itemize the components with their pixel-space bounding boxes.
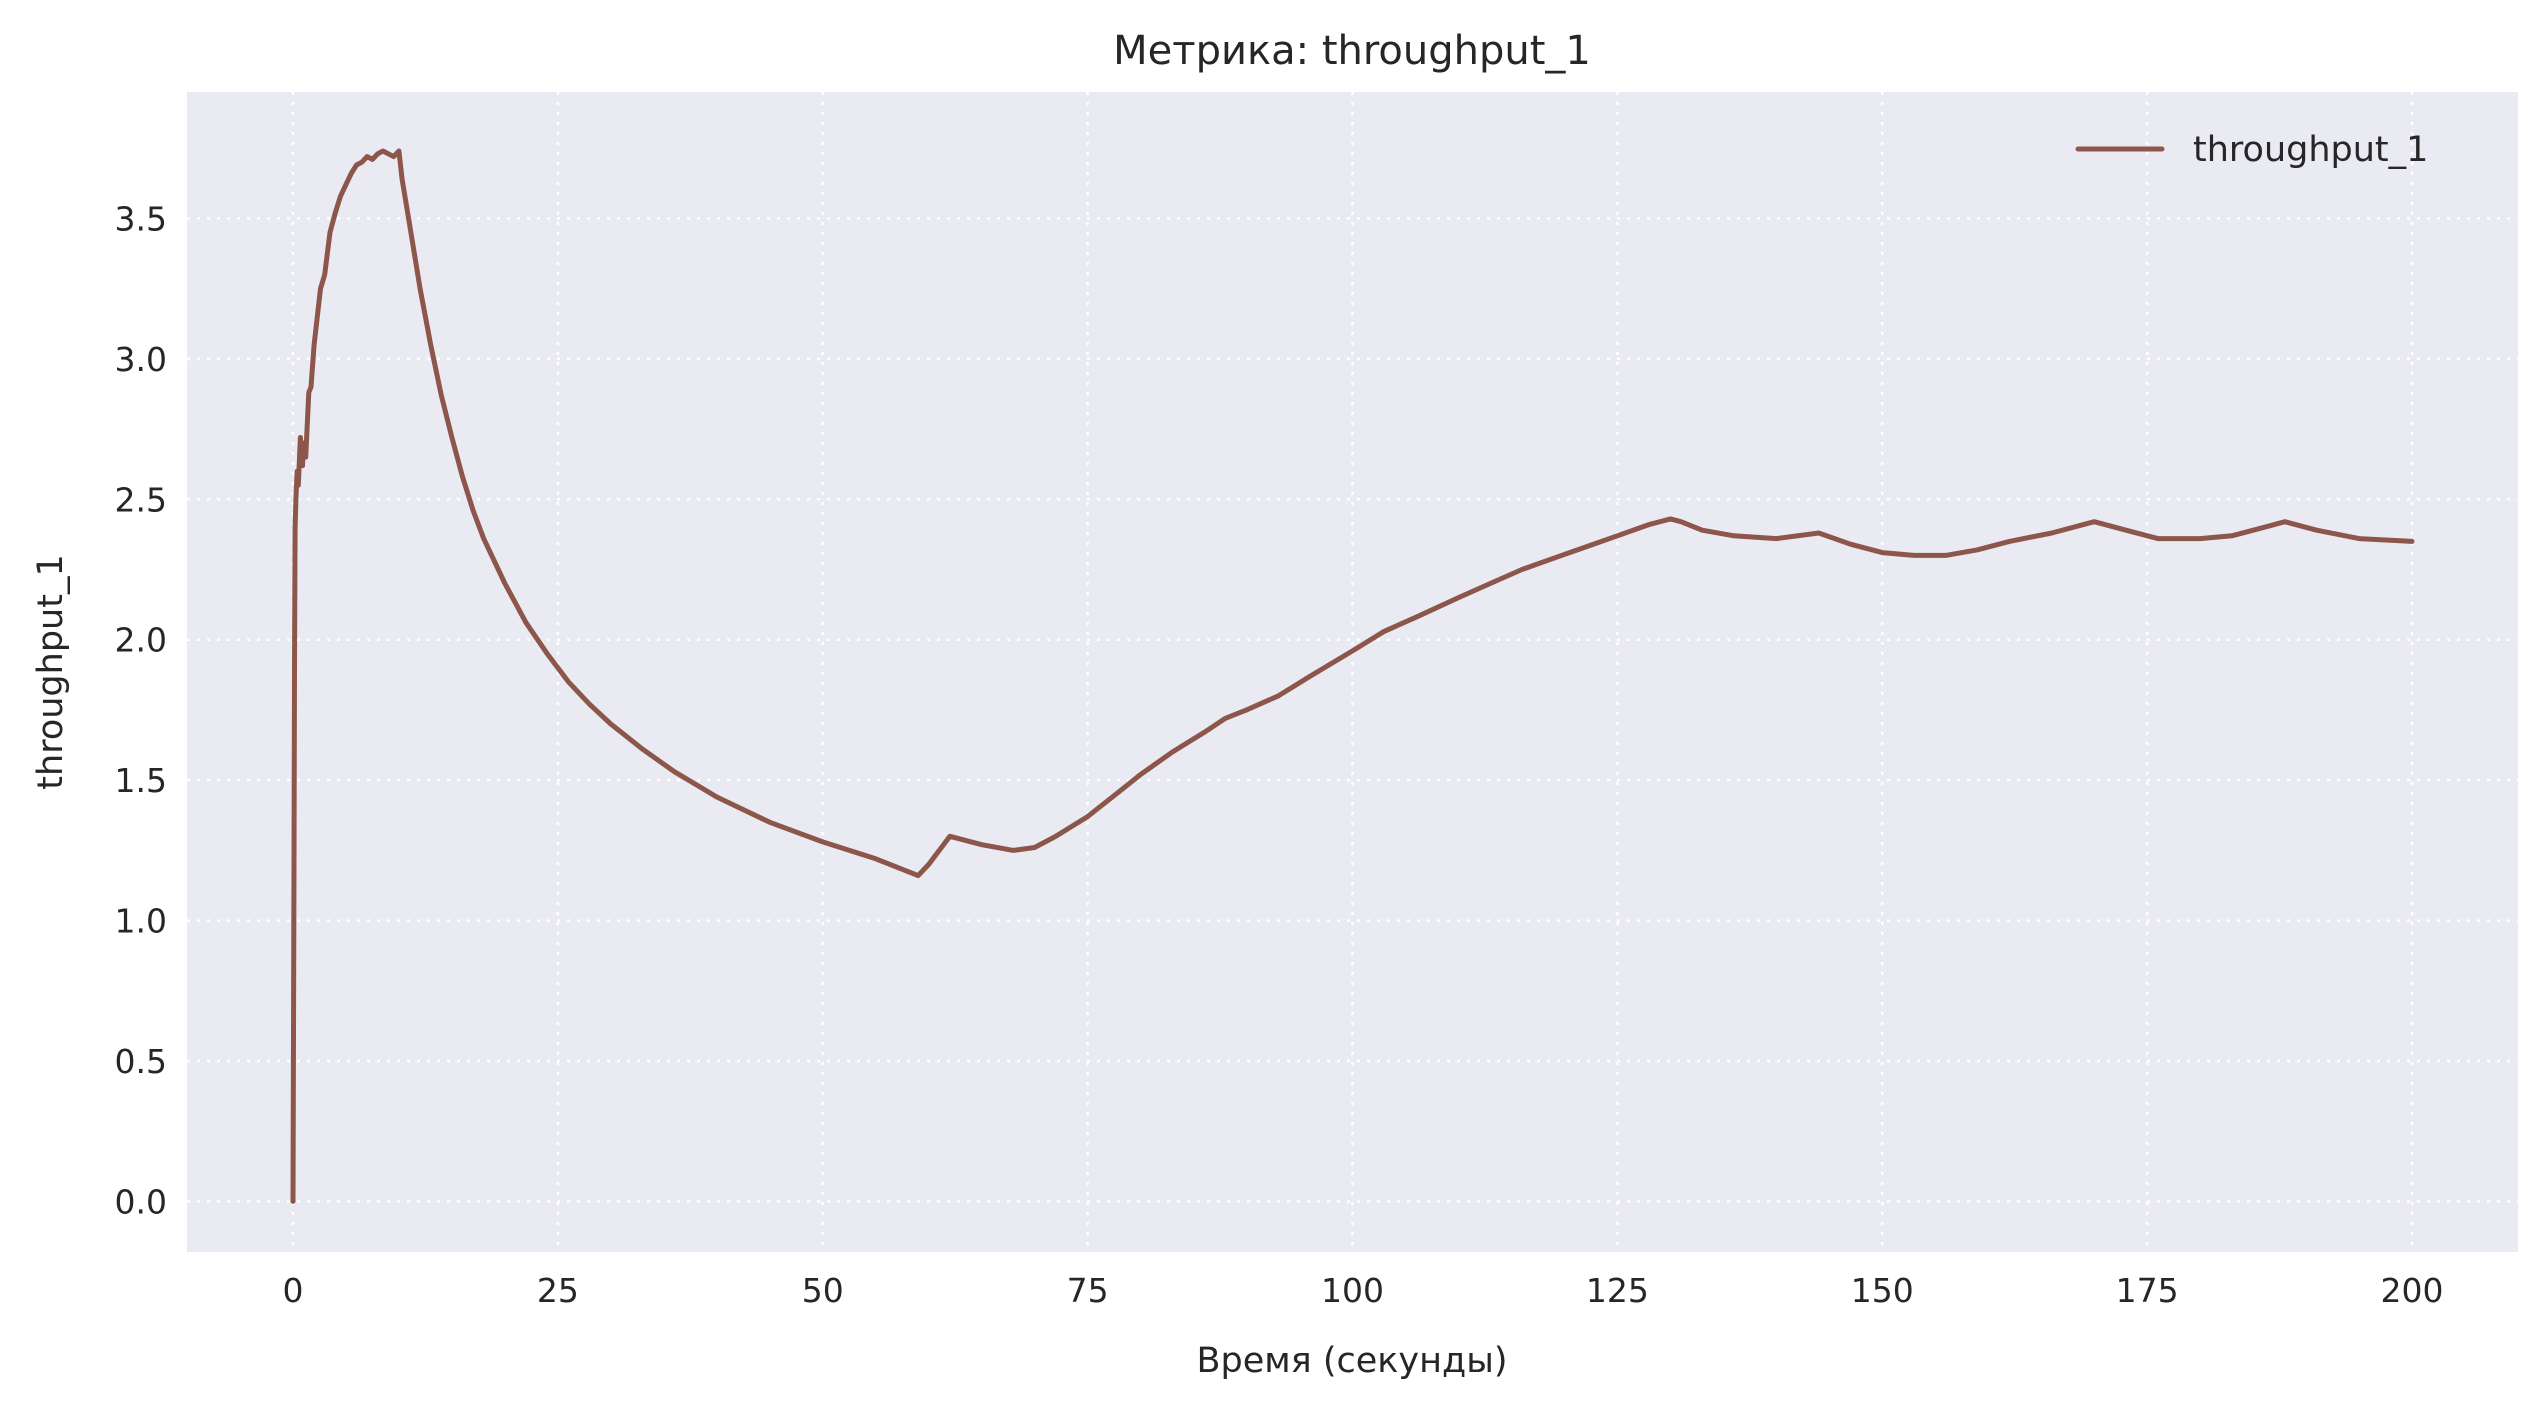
x-tick-label: 100 bbox=[1321, 1271, 1384, 1310]
x-tick-label: 0 bbox=[282, 1271, 303, 1310]
y-tick-label: 0.0 bbox=[115, 1182, 167, 1221]
chart-title: Метрика: throughput_1 bbox=[1113, 28, 1591, 74]
legend-label: throughput_1 bbox=[2193, 130, 2428, 170]
x-axis-ticks: 0 25 50 75 100 125 150 175 200 bbox=[282, 1271, 2443, 1310]
y-tick-label: 1.0 bbox=[115, 902, 167, 941]
y-tick-label: 3.0 bbox=[115, 340, 167, 379]
x-tick-label: 50 bbox=[802, 1271, 844, 1310]
y-tick-label: 2.0 bbox=[115, 621, 167, 660]
series-line-throughput_1 bbox=[290, 148, 2415, 1204]
y-tick-label: 2.5 bbox=[115, 480, 167, 519]
series-group bbox=[290, 148, 2415, 1204]
legend: throughput_1 bbox=[2075, 130, 2428, 170]
x-tick-label: 175 bbox=[2116, 1271, 2179, 1310]
y-tick-label: 0.5 bbox=[115, 1042, 167, 1081]
x-axis-label: Время (секунды) bbox=[1196, 1341, 1507, 1381]
y-axis-label: throughput_1 bbox=[31, 554, 71, 789]
y-axis-ticks: 0.0 0.5 1.0 1.5 2.0 2.5 3.0 3.5 bbox=[115, 199, 167, 1221]
y-tick-label: 1.5 bbox=[115, 761, 167, 800]
x-tick-label: 150 bbox=[1851, 1271, 1914, 1310]
x-tick-label: 75 bbox=[1067, 1271, 1109, 1310]
x-tick-label: 200 bbox=[2381, 1271, 2444, 1310]
x-tick-label: 125 bbox=[1586, 1271, 1649, 1310]
y-tick-label: 3.5 bbox=[115, 199, 167, 238]
x-tick-label: 25 bbox=[537, 1271, 579, 1310]
